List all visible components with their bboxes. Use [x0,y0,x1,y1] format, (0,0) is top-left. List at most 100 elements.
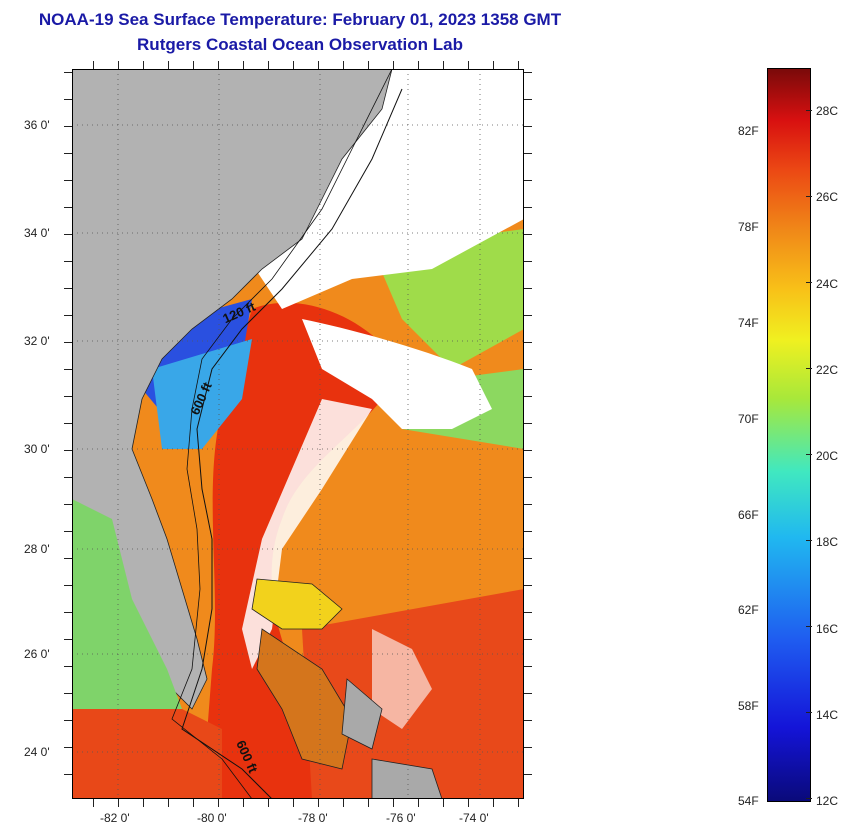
map-tick [64,450,72,451]
gulf-water [72,499,182,729]
page-title: NOAA-19 Sea Surface Temperature: Februar… [38,10,562,29]
map-tick [64,315,72,316]
colorbar-tick [806,368,812,369]
map-tick [118,799,119,807]
map-tick [524,720,532,721]
lon-label: -80 0' [197,811,227,825]
colorbar-f-label: 54F [738,794,759,808]
isobath-120 [181,88,403,799]
map-tick [524,423,532,424]
map-tick [343,799,344,807]
map-tick [524,585,532,586]
map-tick [168,799,169,807]
map-tick [493,799,494,807]
map-tick [368,799,369,807]
map-tick [64,612,72,613]
colorbar-tick [806,540,812,541]
map-tick [524,99,532,100]
map-tick [524,693,532,694]
map-tick [318,61,319,69]
map-frame [72,69,524,799]
map-tick [93,61,94,69]
map-tick [293,61,294,69]
colorbar-tick [806,712,812,713]
map-tick [64,504,72,505]
map-tick [243,799,244,807]
colorbar-f-label: 70F [738,412,759,426]
colorbar-tick [806,110,812,111]
map-tick [443,799,444,807]
map-tick [368,61,369,69]
lat-label: 30 0' [24,442,50,456]
map-tick [268,799,269,807]
map-tick [318,799,319,807]
cloud-central [302,319,492,429]
map-tick [64,396,72,397]
colorbar-tick [806,626,812,627]
bahama-bank-north [251,578,343,630]
colorbar-tick [806,282,812,283]
colorbar-f-label: 74F [738,316,759,330]
map-tick [64,666,72,667]
map-tick [524,612,532,613]
map-tick [64,747,72,748]
map-tick [64,585,72,586]
map-tick [64,180,72,181]
map-tick [64,207,72,208]
map-tick [64,477,72,478]
map-tick [524,477,532,478]
map-tick [524,180,532,181]
map-tick [64,423,72,424]
lat-label: 34 0' [24,226,50,240]
colorbar-f-label: 58F [738,699,759,713]
lat-label: 24 0' [24,745,50,759]
lon-label: -82 0' [100,811,130,825]
map-tick [524,450,532,451]
map-tick [493,61,494,69]
colorbar-f-label: 66F [738,508,759,522]
colorbar-c-label: 26C [816,190,839,204]
lat-label: 32 0' [24,334,50,348]
map-tick [524,369,532,370]
map-tick [518,799,519,807]
colorbar-c-label: 28C [816,104,839,118]
map-tick [524,531,532,532]
map-grid [72,69,524,799]
cuba-land [371,758,443,799]
map-tick [64,342,72,343]
map-tick [193,799,194,807]
colorbar-tick [806,196,812,197]
map-tick [524,207,532,208]
sst-map-canvas [72,69,524,799]
map-tick [293,799,294,807]
colorbar-c-label: 16C [816,622,839,636]
colorbar-f-label: 62F [738,603,759,617]
map-tick [64,153,72,154]
isobath-600 [171,69,393,799]
map-tick [168,61,169,69]
colorbar-c-label: 18C [816,535,839,549]
colorbar-c-label: 14C [816,708,839,722]
bahama-bank-great [256,628,353,770]
lon-label: -78 0' [298,811,328,825]
map-tick [443,61,444,69]
map-tick [64,261,72,262]
map-tick [524,315,532,316]
colorbar-c-label: 20C [816,449,839,463]
colorbar-c-label: 22C [816,363,839,377]
colorbar-c-label: 12C [816,794,839,808]
map-tick [143,61,144,69]
map-tick [524,666,532,667]
map-tick [64,720,72,721]
map-tick [468,799,469,807]
lat-label: 36 0' [24,118,50,132]
colorbar-c-label: 24C [816,277,839,291]
colorbar-f-label: 82F [738,124,759,138]
map-tick [524,234,532,235]
map-tick [268,61,269,69]
map-tick [218,61,219,69]
map-tick [64,99,72,100]
map-tick [193,61,194,69]
lat-label: 28 0' [24,542,50,556]
map-tick [218,799,219,807]
